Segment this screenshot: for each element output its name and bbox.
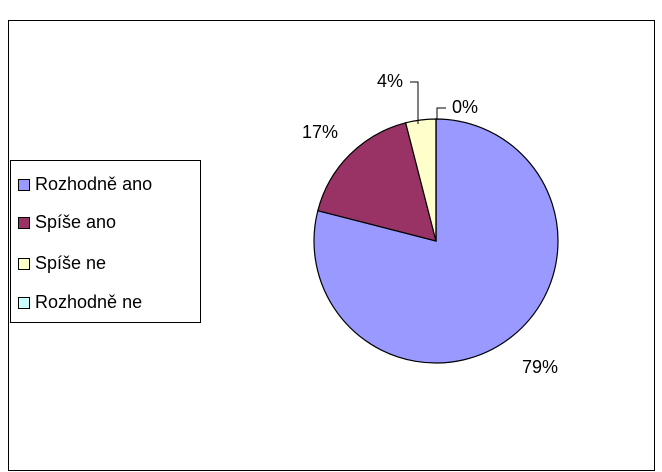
legend-label: Rozhodně ne (35, 292, 142, 312)
legend-label: Spíše ne (35, 253, 106, 273)
legend-swatch (18, 179, 30, 191)
legend-swatch (18, 217, 30, 229)
leader-line (436, 107, 446, 119)
legend-label: Rozhodně ano (35, 174, 152, 194)
legend-label: Spíše ano (35, 212, 116, 232)
data-label: 4% (377, 71, 403, 91)
legend-box (10, 160, 201, 323)
data-label: 17% (302, 122, 338, 142)
pie-slice (317, 122, 437, 242)
legend-swatch (18, 258, 30, 270)
leader-line (410, 81, 419, 124)
data-label: 0% (452, 97, 478, 117)
data-label: 79% (522, 357, 558, 377)
legend-swatch (18, 297, 30, 309)
